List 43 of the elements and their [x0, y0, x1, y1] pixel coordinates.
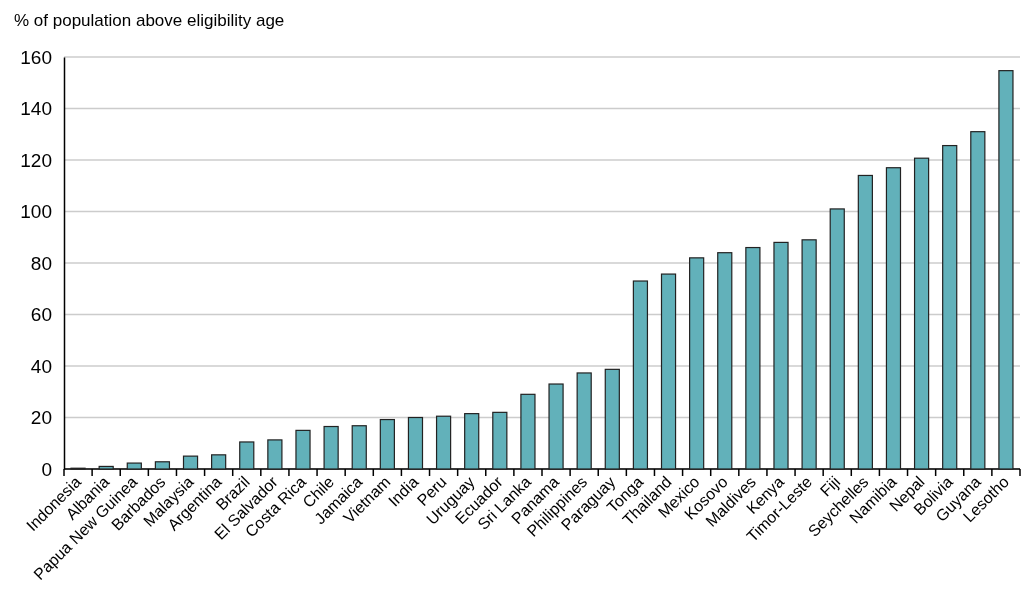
y-tick-label: 0	[41, 458, 52, 480]
bar	[717, 252, 733, 470]
bar	[323, 425, 339, 470]
bar	[773, 241, 789, 470]
bar	[407, 416, 424, 470]
y-tick-label: 120	[20, 149, 52, 171]
bar	[126, 462, 142, 470]
bar	[211, 454, 227, 470]
bar	[689, 257, 705, 470]
bar	[379, 418, 395, 470]
bar	[857, 174, 873, 470]
bar	[492, 411, 508, 470]
bar	[942, 144, 958, 470]
bar	[182, 455, 199, 470]
bar	[239, 441, 255, 470]
bar	[520, 393, 536, 470]
bar	[998, 70, 1014, 470]
bar	[98, 465, 114, 470]
bar	[576, 372, 592, 470]
y-tick-label: 160	[20, 46, 52, 68]
y-tick-label: 20	[30, 407, 52, 429]
y-tick-label: 40	[30, 355, 52, 377]
bar	[801, 239, 817, 470]
bar	[295, 429, 311, 470]
bar	[267, 439, 283, 470]
bar	[464, 413, 480, 470]
bar	[351, 425, 367, 470]
bar	[913, 157, 930, 470]
bar	[745, 246, 761, 470]
bar	[970, 131, 986, 470]
y-tick-label: 80	[30, 252, 52, 274]
bar	[604, 368, 620, 470]
bar	[829, 208, 845, 470]
bar	[548, 383, 564, 470]
y-tick-label: 100	[20, 201, 52, 223]
bar	[660, 273, 677, 470]
bar	[885, 167, 902, 470]
bar	[632, 280, 649, 470]
y-tick-label: 60	[30, 304, 52, 326]
bar	[154, 461, 171, 470]
y-axis-title: % of population above eligibility age	[14, 11, 285, 30]
y-tick-label: 140	[20, 98, 52, 120]
bar	[435, 415, 452, 470]
